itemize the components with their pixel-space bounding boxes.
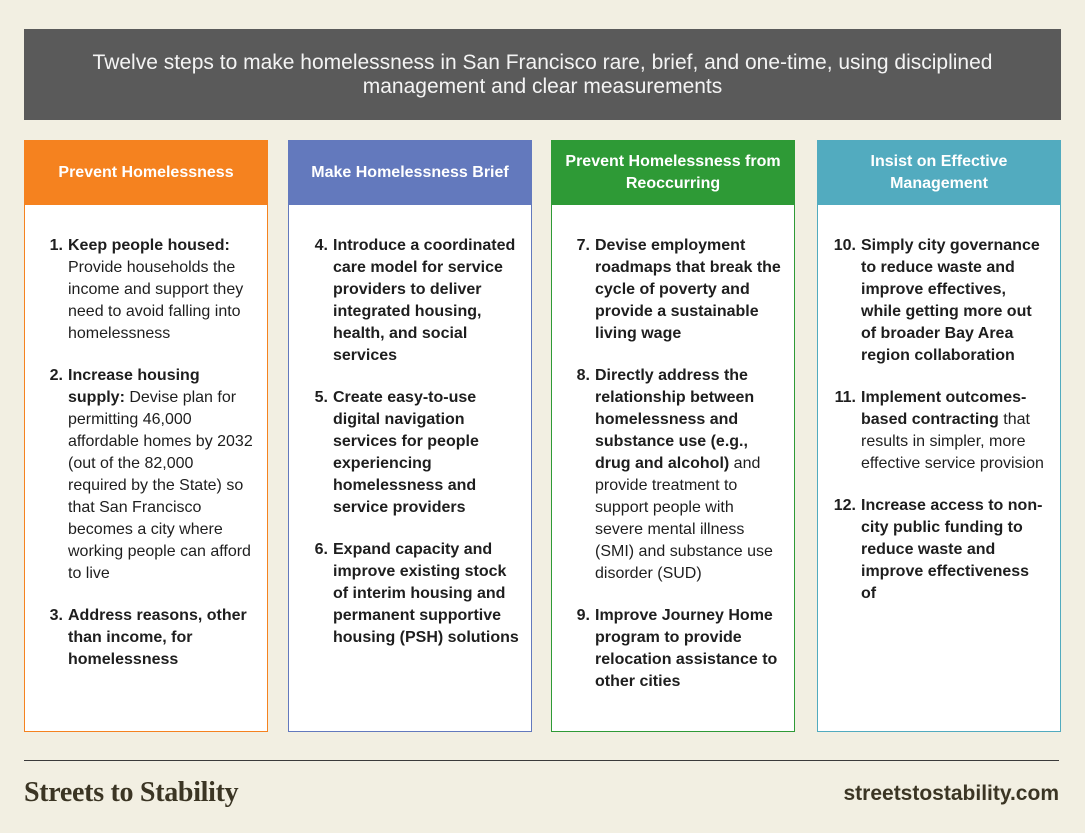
column-make-homelessness-brief: Make Homelessness Brief 4. Introduce a c… [288,140,532,732]
step-item: 9. Improve Journey Home program to provi… [552,605,782,693]
step-list: 10. Simply city governance to reduce was… [818,205,1060,605]
step-bold-text: Address reasons, other than income, for … [68,607,247,668]
step-text: Keep people housed: Provide households t… [68,235,255,345]
column-header: Prevent Homelessness [25,141,267,205]
step-number: 4. [314,237,328,254]
step-bold-text: Simply city governance to reduce waste a… [861,237,1040,364]
step-number: 12. [833,497,856,514]
step-item: 4. Introduce a coordinated care model fo… [289,235,519,367]
step-item: 5. Create easy-to-use digital navigation… [289,387,519,519]
step-plain-text: Provide households the income and suppor… [68,259,244,342]
step-number: 10. [833,237,856,254]
column-header: Prevent Homelessness from Reoccurring [552,141,794,205]
column-prevent-homelessness: Prevent Homelessness 1. Keep people hous… [24,140,268,732]
step-number: 3. [49,607,63,624]
step-bold-text: Create easy-to-use digital navigation se… [333,389,479,516]
step-text: Expand capacity and improve existing sto… [333,539,519,649]
step-list: 7. Devise employment roadmaps that break… [552,205,794,693]
step-bold-text: Expand capacity and improve existing sto… [333,541,519,646]
step-text: Improve Journey Home program to provide … [595,605,782,693]
step-bold-text: Devise employment roadmaps that break th… [595,237,781,342]
brand-logo: Streets to Stability [24,777,239,808]
step-text: Implement outcomes-based contracting tha… [861,387,1048,475]
step-item: 6. Expand capacity and improve existing … [289,539,519,649]
step-number: 2. [49,367,63,384]
step-item: 1. Keep people housed: Provide household… [25,235,255,345]
step-text: Create easy-to-use digital navigation se… [333,387,519,519]
column-header: Make Homelessness Brief [289,141,531,205]
step-text: Increase housing supply: Devise plan for… [68,365,255,585]
column-title: Insist on Effective Management [870,153,1008,192]
step-item: 11. Implement outcomes-based contracting… [818,387,1048,475]
step-bold-text: Introduce a coordinated care model for s… [333,237,516,364]
step-number: 1. [49,237,63,254]
step-list: 4. Introduce a coordinated care model fo… [289,205,531,649]
header-banner: Twelve steps to make homelessness in San… [24,29,1061,120]
column-effective-management: Insist on Effective Management 10. Simpl… [817,140,1061,732]
step-bold-text: Increase access to non-city public fundi… [861,497,1043,602]
step-item: 2. Increase housing supply: Devise plan … [25,365,255,585]
step-text: Address reasons, other than income, for … [68,605,255,671]
step-bold-text: Implement outcomes-based contracting [861,389,1027,428]
step-number: 6. [314,541,328,558]
step-item: 7. Devise employment roadmaps that break… [552,235,782,345]
column-prevent-reoccurring: Prevent Homelessness from Reoccurring 7.… [551,140,795,732]
banner-title: Twelve steps to make homelessness in San… [92,50,993,98]
step-number: 7. [576,237,590,254]
step-item: 3. Address reasons, other than income, f… [25,605,255,671]
step-text: Simply city governance to reduce waste a… [861,235,1048,367]
step-item: 8. Directly address the relationship bet… [552,365,782,585]
column-title: Prevent Homelessness from Reoccurring [565,153,781,192]
step-item: 10. Simply city governance to reduce was… [818,235,1048,367]
step-bold-text: Directly address the relationship betwee… [595,367,755,472]
step-number: 5. [314,389,328,406]
step-plain-text: Devise plan for permitting 46,000 afford… [68,389,253,582]
column-title: Make Homelessness Brief [311,164,509,181]
step-plain-text: that results in simpler, more effective … [861,411,1044,472]
step-text: Devise employment roadmaps that break th… [595,235,782,345]
step-number: 9. [576,607,590,624]
column-header: Insist on Effective Management [818,141,1060,205]
column-title: Prevent Homelessness [58,164,234,181]
step-text: Increase access to non-city public fundi… [861,495,1048,605]
step-bold-text: Increase housing supply: [68,367,200,406]
step-bold-text: Keep people housed: [68,237,230,254]
step-text: Introduce a coordinated care model for s… [333,235,519,367]
step-number: 8. [576,367,590,384]
step-plain-text: and provide treatment to support people … [595,455,773,582]
website-url[interactable]: streetstostability.com [843,782,1059,805]
step-bold-text: Improve Journey Home program to provide … [595,607,778,690]
footer-divider [24,760,1059,761]
step-number: 11. [834,389,856,406]
step-text: Directly address the relationship betwee… [595,365,782,585]
step-item: 12. Increase access to non-city public f… [818,495,1048,605]
step-list: 1. Keep people housed: Provide household… [25,205,267,671]
